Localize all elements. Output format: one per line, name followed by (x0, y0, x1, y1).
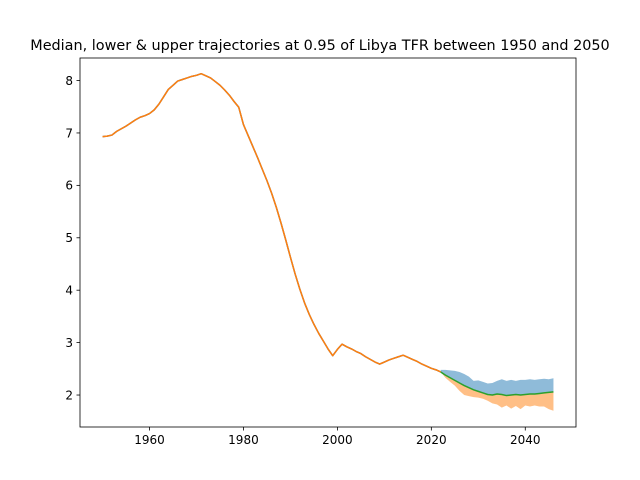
axes-frame (79, 57, 577, 428)
median-trajectory-line (440, 371, 554, 397)
axes: 1960 1980 2000 2020 2040 2 3 4 5 6 7 8 (65, 57, 577, 447)
y-tick-label: 4 (65, 283, 73, 297)
y-tick-label: 2 (65, 388, 73, 402)
lower-trajectory-band (440, 371, 554, 411)
y-tick-label: 5 (65, 231, 73, 245)
x-tick-label: 1960 (134, 433, 165, 447)
x-tick-label: 2000 (322, 433, 353, 447)
historical-tfr-line-overlay (102, 72, 442, 373)
y-tick-label: 8 (65, 74, 73, 88)
x-tick-label: 2040 (510, 433, 541, 447)
upper-trajectory-band (440, 369, 554, 396)
y-tick-label: 6 (65, 179, 73, 193)
x-tick-label: 2020 (416, 433, 447, 447)
plot-area (102, 72, 554, 411)
y-tick-label: 3 (65, 336, 73, 350)
x-tick-label: 1980 (228, 433, 259, 447)
chart-title: Median, lower & upper trajectories at 0.… (30, 38, 609, 54)
y-tick-label: 7 (65, 126, 73, 140)
